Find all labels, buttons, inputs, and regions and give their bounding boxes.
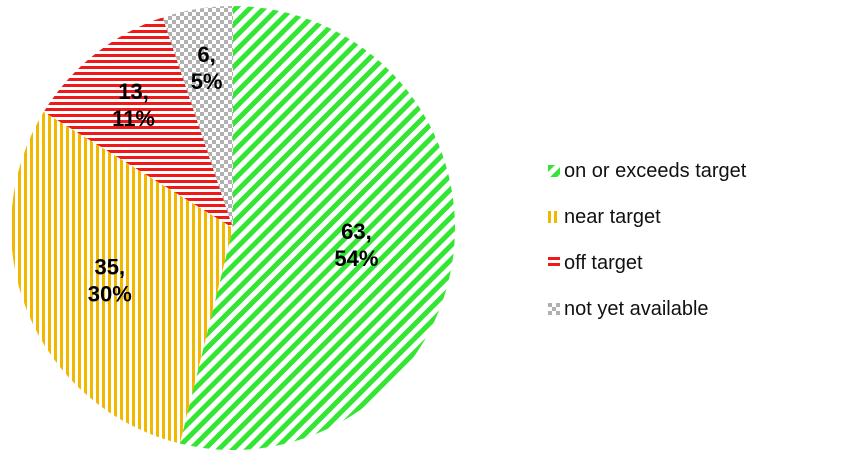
- slice-label-near-target: 35, 30%: [88, 255, 132, 307]
- pie-slice-not-available: [162, 6, 233, 228]
- legend-swatch-not-available: [548, 303, 560, 315]
- legend-item-near-target: near target: [548, 194, 746, 240]
- legend-label-off-target: off target: [564, 251, 643, 274]
- legend-swatch-off-target: [548, 257, 560, 269]
- pie-slice-on-target: [179, 6, 455, 450]
- slice-label-not-available: 6, 5%: [191, 42, 223, 94]
- slice-label-off-target: 13, 11%: [112, 79, 155, 131]
- slice-label-on-target: 63, 54%: [334, 219, 378, 271]
- legend-label-on-target: on or exceeds target: [564, 159, 747, 182]
- legend-item-on-target: on or exceeds target: [548, 148, 746, 194]
- legend-item-off-target: off target: [548, 240, 746, 286]
- legend-item-not-available: not yet available: [548, 286, 746, 332]
- legend: on or exceeds target near target off tar…: [548, 148, 746, 332]
- legend-label-near-target: near target: [564, 205, 661, 228]
- legend-label-not-available: not yet available: [564, 297, 709, 320]
- legend-swatch-on-target: [548, 165, 560, 177]
- pie-slice-near-target: [10, 111, 233, 444]
- legend-swatch-near-target: [548, 211, 560, 223]
- pie-slice-off-target: [43, 17, 233, 229]
